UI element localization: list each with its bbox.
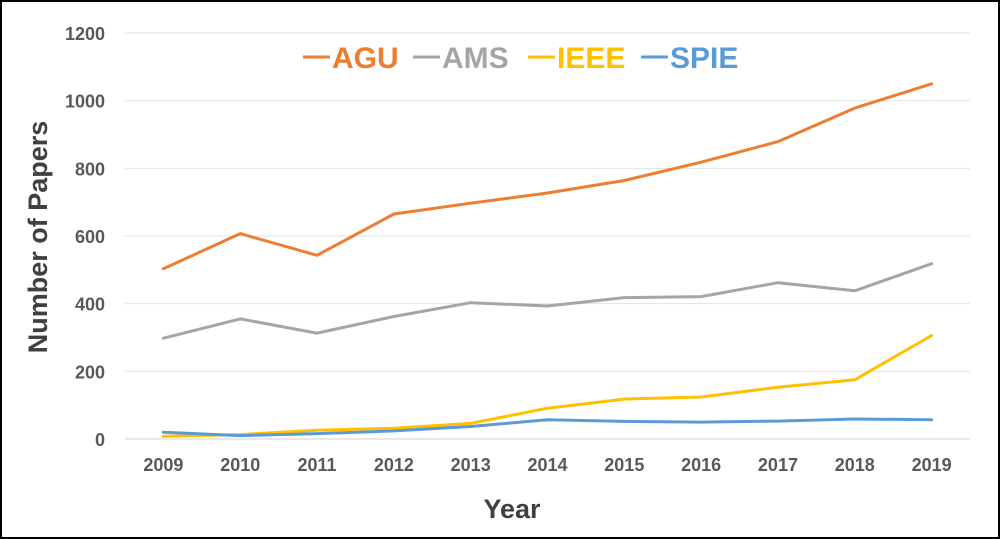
- legend-label: AGU: [332, 42, 399, 75]
- series-lines: [161, 82, 934, 438]
- y-tick-label: 800: [75, 159, 105, 179]
- x-tick-label: 2012: [374, 455, 414, 475]
- x-tick-label: 2011: [298, 455, 337, 475]
- x-tick-label: 2013: [451, 455, 491, 475]
- legend-item-ieee: IEEE: [528, 42, 625, 75]
- y-axis-title: Number of Papers: [23, 121, 53, 354]
- legend-item-ams: AMS: [413, 42, 509, 75]
- x-tick-label: 2018: [835, 455, 875, 475]
- x-tick-label: 2015: [604, 455, 644, 475]
- series-line-agu: [161, 82, 934, 271]
- legend-label: IEEE: [557, 42, 625, 75]
- legend-label: SPIE: [670, 42, 738, 75]
- x-tick-label: 2009: [143, 455, 183, 475]
- x-axis-title: Year: [483, 494, 541, 524]
- y-tick-label: 600: [75, 227, 105, 247]
- legend-item-spie: SPIE: [641, 42, 738, 75]
- legend-item-agu: AGU: [303, 42, 399, 75]
- x-tick-label: 2019: [912, 455, 952, 475]
- y-axis-ticks: 0 200 400 600 800 1000 1200: [65, 24, 105, 450]
- y-tick-label: 1000: [65, 92, 105, 112]
- legend: AGU AMS IEEE SPIE: [303, 42, 738, 75]
- x-tick-label: 2016: [681, 455, 721, 475]
- y-tick-label: 200: [75, 362, 105, 382]
- y-tick-label: 0: [95, 430, 105, 450]
- gridlines: [125, 32, 970, 440]
- x-tick-label: 2010: [220, 455, 260, 475]
- legend-label: AMS: [442, 42, 509, 75]
- x-axis-ticks: 2009 2010 2011 2012 2013 2014 2015 2016 2017 2018…: [143, 455, 951, 475]
- y-tick-label: 1200: [65, 24, 105, 44]
- x-tick-label: 2017: [758, 455, 798, 475]
- series-line-spie: [161, 417, 934, 438]
- series-line-ams: [161, 262, 934, 340]
- x-tick-label: 2014: [527, 455, 567, 475]
- series-line-ieee: [161, 334, 934, 438]
- y-tick-label: 400: [75, 295, 105, 315]
